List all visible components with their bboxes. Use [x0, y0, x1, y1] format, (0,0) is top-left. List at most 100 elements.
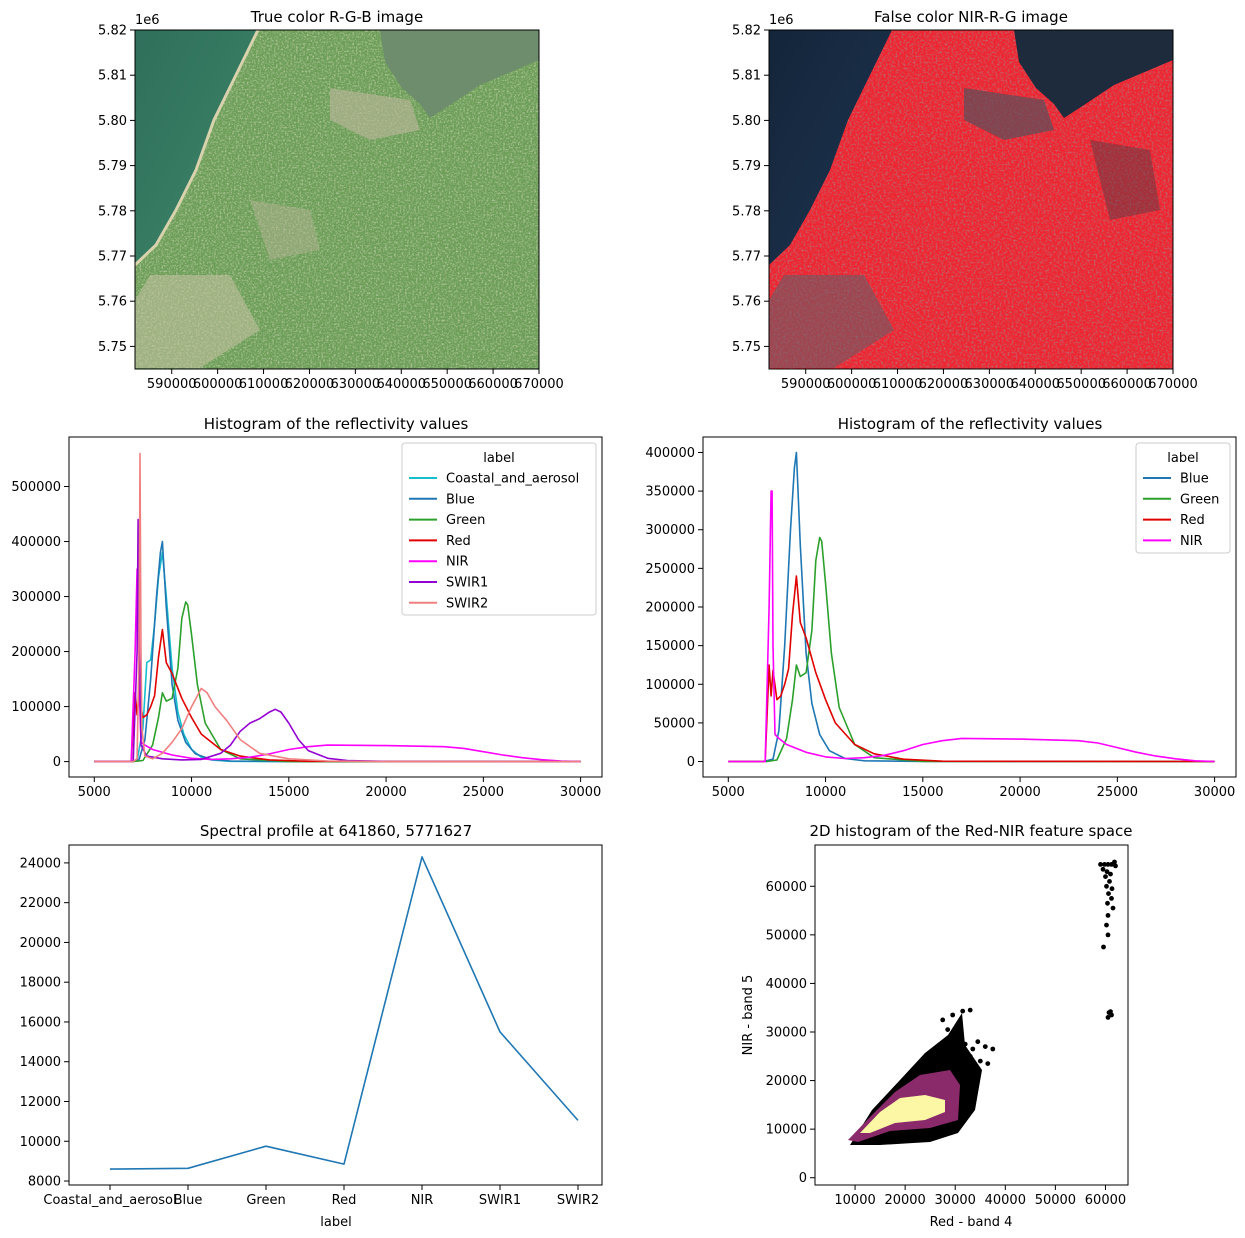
x-tick-label: 670000 [1148, 377, 1198, 392]
outlier-point [985, 1061, 991, 1066]
heatmap [848, 859, 1118, 1145]
y-axis: 0 100000 200000 300000 400000 500000 [11, 480, 69, 770]
series-line [728, 451, 1215, 763]
x-tick-label: NIR [411, 1193, 434, 1208]
y-tick-label: 200000 [11, 645, 61, 660]
outlier-point [1104, 869, 1110, 875]
outlier-point [1104, 922, 1109, 928]
x-tick-label: 25000 [1097, 785, 1138, 800]
x-tick-label: 620000 [919, 377, 969, 392]
y-tick-label: 300000 [645, 523, 695, 538]
y-tick-label: 22000 [20, 896, 61, 911]
y-tick-label: 5.82 [732, 24, 761, 39]
x-axis: 5000 10000 15000 20000 25000 30000 [78, 777, 601, 800]
x-tick-label: Red [332, 1193, 357, 1208]
x-tick-label: 30000 [935, 1193, 976, 1208]
legend-label: NIR [446, 555, 469, 570]
outlier-point [972, 1068, 978, 1074]
y-tick-label: 8000 [28, 1175, 61, 1190]
outlier-point [962, 1041, 968, 1047]
outlier-point [975, 1039, 981, 1045]
urban-zone [330, 88, 420, 140]
outlier-point [982, 1044, 988, 1049]
x-tick-label: 650000 [1056, 377, 1106, 392]
x-tick-label: 15000 [902, 785, 943, 800]
x-tick-label: 5000 [78, 785, 111, 800]
outlier-point [1113, 863, 1118, 869]
y-axis: 0 10000 20000 30000 40000 50000 60000 [766, 880, 815, 1186]
coast-sand [135, 30, 260, 267]
series-line [94, 628, 581, 763]
x-tick-label: 20000 [884, 1193, 925, 1208]
x-tick-label: 610000 [873, 377, 923, 392]
x-tick-label: 10000 [834, 1193, 875, 1208]
y-tick-label: 5.77 [98, 250, 127, 265]
x-tick-label: 20000 [365, 785, 406, 800]
x-tick-label: 40000 [985, 1193, 1026, 1208]
true-color-image [135, 30, 539, 369]
y-tick-label: 5.75 [732, 340, 761, 355]
y-tick-label: 18000 [20, 976, 61, 991]
x-tick-label: 620000 [285, 377, 335, 392]
x-axis: 5900006000006100006200006300006400006500… [781, 369, 1198, 392]
panel-title: 2D histogram of the Red-NIR feature spac… [810, 822, 1133, 840]
density-core [860, 1095, 945, 1133]
outlier-point [1108, 1009, 1113, 1014]
outlier-point [1103, 874, 1108, 879]
x-tick-label: Green [246, 1193, 285, 1208]
outlier-point [1104, 883, 1109, 889]
y-tick-label: 50000 [654, 716, 695, 731]
y-tick-label: 400000 [645, 446, 695, 461]
y-tick-label: 24000 [20, 856, 61, 871]
y-tick-label: 5.75 [98, 340, 127, 355]
urban-zone [1090, 140, 1160, 220]
legend-label: Blue [1180, 472, 1209, 487]
x-tick-label: 60000 [1085, 1193, 1126, 1208]
outlier-point [990, 1046, 996, 1052]
x-tick-label: Blue [174, 1193, 203, 1208]
y-tick-label: 350000 [645, 485, 695, 500]
outlier-point [1098, 862, 1103, 867]
y-offset-label: 1e6 [135, 13, 160, 28]
y-tick-label: 14000 [20, 1055, 61, 1070]
sea-area [769, 30, 892, 265]
y-axis-label: NIR - band 5 [741, 975, 756, 1056]
x-tick-label: 640000 [1010, 377, 1060, 392]
y-tick-label: 5.78 [98, 204, 127, 219]
false-color-image [769, 30, 1173, 369]
legend-title: label [483, 451, 514, 466]
y-tick-label: 10000 [20, 1135, 61, 1150]
y-tick-label: 50000 [766, 928, 807, 943]
y-tick-label: 5.81 [98, 69, 127, 84]
y-tick-label: 40000 [766, 977, 807, 992]
x-tick-label: 600000 [827, 377, 877, 392]
y-tick-label: 150000 [645, 639, 695, 654]
legend-label: Red [446, 534, 471, 549]
outlier-point [1105, 900, 1110, 906]
series-line [109, 856, 579, 1170]
y-tick-label: 0 [53, 755, 61, 770]
y-offset-label: 1e6 [769, 13, 794, 28]
panel-histogram-visible: Histogram of the reflectivity values 500… [645, 415, 1237, 800]
legend-box [401, 442, 597, 616]
x-tick-label: 590000 [781, 377, 831, 392]
legend-label: SWIR1 [446, 576, 488, 591]
panel-histogram-all: Histogram of the reflectivity values 500… [11, 415, 603, 800]
series-line [728, 490, 1215, 763]
y-tick-label: 0 [799, 1171, 807, 1186]
panel-title: Histogram of the reflectivity values [838, 415, 1103, 433]
series-lines [728, 451, 1215, 763]
plot-frame [134, 29, 540, 370]
outlier-point [1105, 1015, 1111, 1020]
outlier-point [945, 1027, 951, 1032]
x-tick-label: 10000 [171, 785, 212, 800]
ijsselmeer [1014, 30, 1173, 118]
outlier-point [1109, 886, 1115, 892]
legend-label: SWIR2 [446, 596, 488, 611]
outlier-point [1102, 862, 1107, 867]
outlier-point [1106, 891, 1111, 896]
panel-title: False color NIR-R-G image [874, 8, 1068, 26]
y-tick-label: 5.77 [732, 250, 761, 265]
